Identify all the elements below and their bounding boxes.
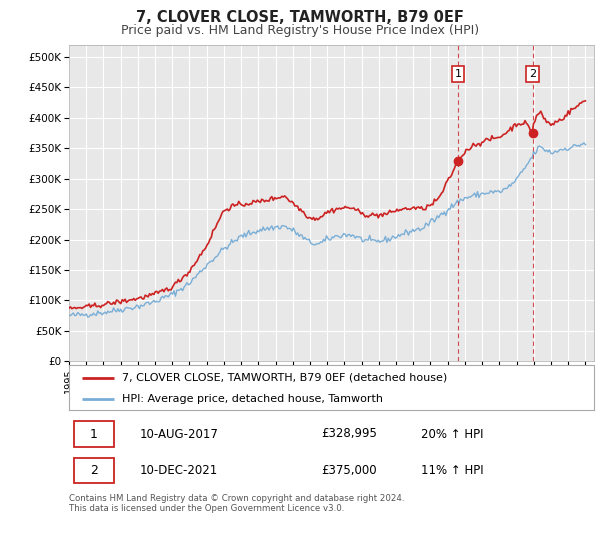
Text: 7, CLOVER CLOSE, TAMWORTH, B79 0EF (detached house): 7, CLOVER CLOSE, TAMWORTH, B79 0EF (deta… (121, 372, 447, 382)
Text: £328,995: £328,995 (321, 427, 377, 441)
Text: £375,000: £375,000 (321, 464, 377, 477)
Text: Contains HM Land Registry data © Crown copyright and database right 2024.
This d: Contains HM Land Registry data © Crown c… (69, 494, 404, 514)
Text: Price paid vs. HM Land Registry's House Price Index (HPI): Price paid vs. HM Land Registry's House … (121, 24, 479, 36)
Text: HPI: Average price, detached house, Tamworth: HPI: Average price, detached house, Tamw… (121, 394, 383, 404)
Text: 1: 1 (455, 69, 461, 79)
Text: 7, CLOVER CLOSE, TAMWORTH, B79 0EF: 7, CLOVER CLOSE, TAMWORTH, B79 0EF (136, 10, 464, 25)
Text: 10-DEC-2021: 10-DEC-2021 (140, 464, 218, 477)
Text: 2: 2 (90, 464, 98, 477)
FancyBboxPatch shape (74, 458, 113, 483)
Text: 11% ↑ HPI: 11% ↑ HPI (421, 464, 484, 477)
Text: 2: 2 (529, 69, 536, 79)
Text: 1: 1 (90, 427, 98, 441)
FancyBboxPatch shape (74, 421, 113, 447)
Text: 10-AUG-2017: 10-AUG-2017 (140, 427, 219, 441)
Text: 20% ↑ HPI: 20% ↑ HPI (421, 427, 483, 441)
